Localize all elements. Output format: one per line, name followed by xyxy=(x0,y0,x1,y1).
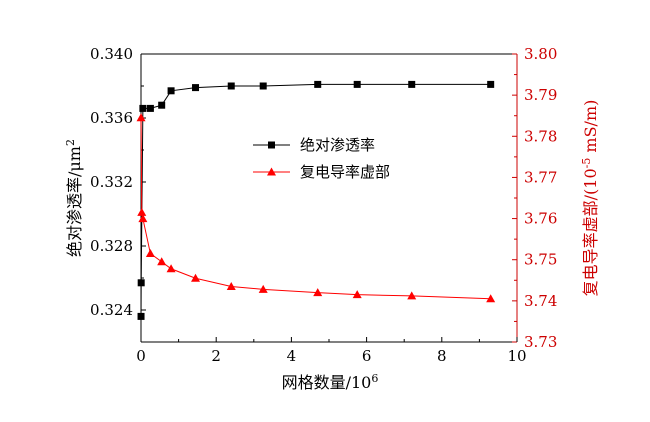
series-0-point xyxy=(259,82,267,90)
right-tick-label: 3.79 xyxy=(524,86,557,104)
x-tick-label: 2 xyxy=(211,347,221,365)
right-axis-ticks: 3.73 3.74 3.75 3.76 3.77 3.78 3.79 3.80 xyxy=(512,45,557,351)
series-1-point xyxy=(258,284,268,293)
right-tick-label: 3.78 xyxy=(524,127,557,145)
legend-swatch-marker xyxy=(268,141,275,149)
x-axis-title-main: 网格数量/10 xyxy=(282,373,372,392)
right-tick-label: 3.77 xyxy=(524,168,557,186)
right-tick-label: 3.73 xyxy=(524,333,557,351)
series-1-point xyxy=(166,264,176,273)
series-1-point xyxy=(486,294,496,303)
series-0-point xyxy=(192,84,200,92)
left-tick-label: 0.340 xyxy=(90,45,133,63)
left-axis-ticks: 0.324 0.328 0.332 0.336 0.340 xyxy=(90,45,146,343)
x-tick-label: 10 xyxy=(507,347,526,365)
right-axis-title-b: mS/m) xyxy=(581,100,600,158)
x-tick-label: 6 xyxy=(362,347,372,365)
series-1-point xyxy=(313,288,323,297)
legend-swatch-marker xyxy=(267,167,276,176)
series-0-point xyxy=(167,87,175,95)
series-0-point xyxy=(353,80,361,88)
right-axis-title: 复电导率虚部/(10-5 mS/m) xyxy=(580,100,600,297)
series-1-point xyxy=(226,281,236,290)
series-0-point xyxy=(139,104,147,112)
x-tick-label: 4 xyxy=(287,347,297,365)
legend-label: 复电导率虚部 xyxy=(300,163,390,181)
series-1-point xyxy=(191,273,201,282)
right-axis-title-a: 复电导率虚部/(10 xyxy=(581,168,600,296)
series-0-point xyxy=(158,101,166,109)
series-1-point xyxy=(137,207,147,216)
left-axis-title: 绝对渗透率/μm2 xyxy=(64,139,84,257)
left-tick-label: 0.324 xyxy=(90,301,133,319)
series-layer xyxy=(136,80,496,320)
bottom-axis-ticks: 0 2 4 6 8 10 xyxy=(136,337,527,365)
x-axis-title-exp: 6 xyxy=(371,372,378,385)
right-axis-title-exp: -5 xyxy=(580,158,593,169)
left-tick-label: 0.328 xyxy=(90,237,133,255)
series-0-point xyxy=(487,80,495,88)
x-tick-label: 8 xyxy=(437,347,447,365)
left-axis-title-exp: 2 xyxy=(64,139,77,146)
legend-label: 绝对渗透率 xyxy=(300,136,375,154)
series-0-point xyxy=(137,279,145,287)
series-0-point xyxy=(408,80,416,88)
right-tick-label: 3.74 xyxy=(524,292,557,310)
right-tick-label: 3.80 xyxy=(524,45,557,63)
series-1-point xyxy=(136,113,146,122)
plot-frame xyxy=(140,53,518,343)
series-0-point xyxy=(137,312,145,320)
right-tick-label: 3.76 xyxy=(524,210,557,228)
x-tick-label: 0 xyxy=(136,347,146,365)
series-1-point xyxy=(157,257,167,266)
right-tick-label: 3.75 xyxy=(524,251,557,269)
x-axis-title: 网格数量/106 xyxy=(282,372,379,392)
series-0-point xyxy=(146,104,154,112)
series-1-point xyxy=(145,249,155,258)
left-axis-title-main: 绝对渗透率/μm xyxy=(65,146,84,257)
left-tick-label: 0.332 xyxy=(90,173,133,191)
left-tick-label: 0.336 xyxy=(90,109,133,127)
series-1-point xyxy=(352,290,362,299)
series-0-point xyxy=(227,82,235,90)
series-1-point xyxy=(138,214,148,223)
series-0-point xyxy=(314,80,322,88)
series-1-point xyxy=(407,291,417,300)
